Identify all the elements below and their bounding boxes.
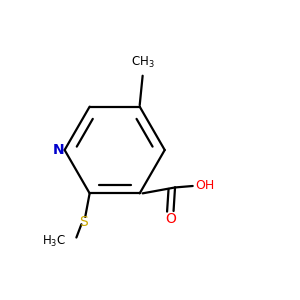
Text: S: S [80,215,88,229]
Text: H$_3$C: H$_3$C [42,234,66,250]
Text: OH: OH [196,179,215,193]
Text: CH$_3$: CH$_3$ [131,55,154,70]
Text: O: O [165,212,176,226]
Text: N: N [52,143,64,157]
